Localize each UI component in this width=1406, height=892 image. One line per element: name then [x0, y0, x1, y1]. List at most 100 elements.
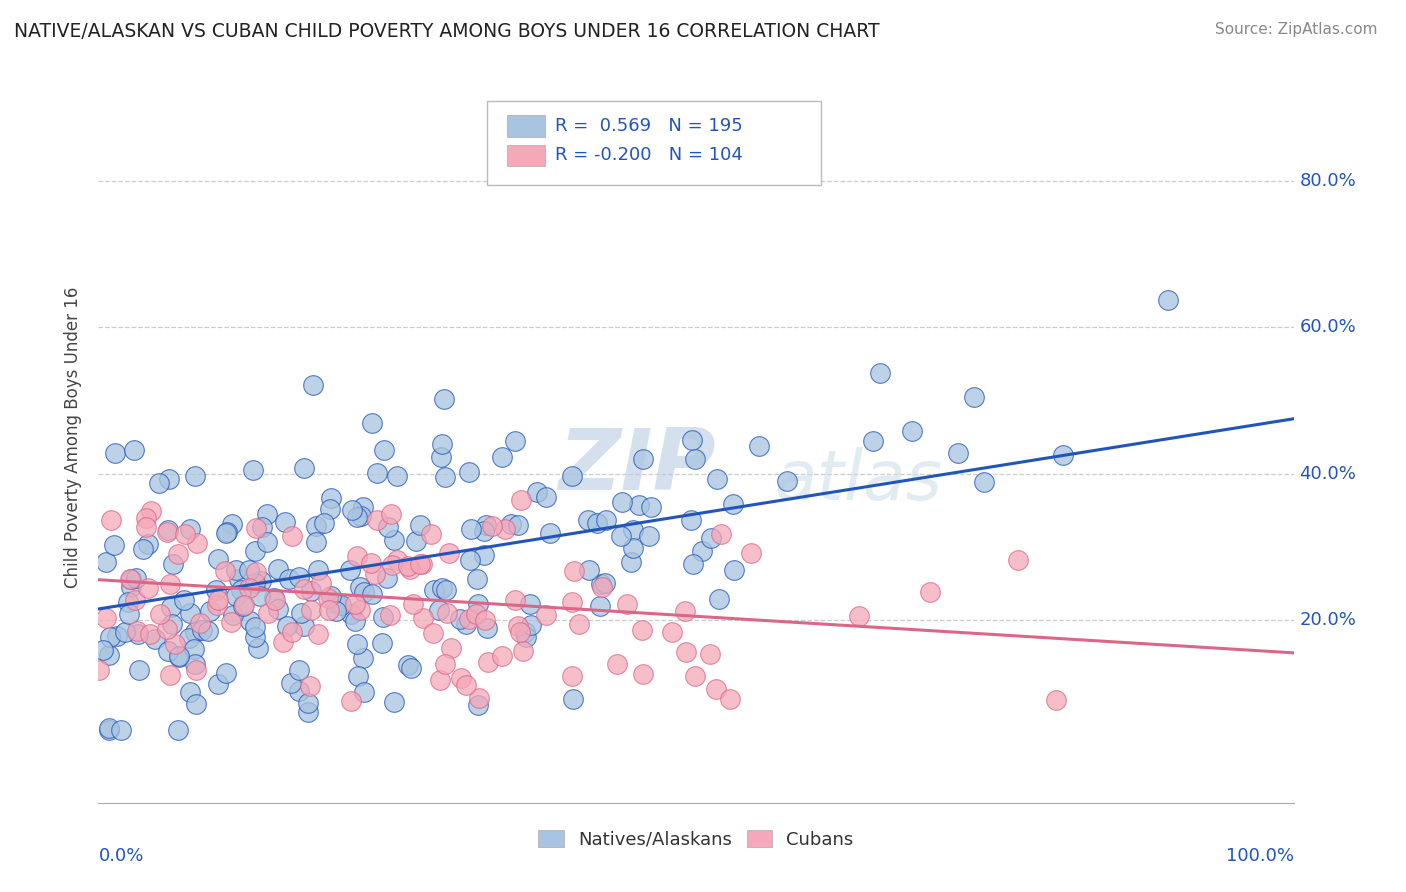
Point	[250, 574, 273, 588]
Text: 40.0%: 40.0%	[1299, 465, 1357, 483]
Point	[454, 678, 477, 692]
Point	[243, 544, 266, 558]
Point	[382, 533, 405, 548]
Point	[427, 603, 450, 617]
Point	[98, 648, 121, 663]
Point	[519, 598, 541, 612]
Point	[114, 625, 136, 640]
Point	[179, 607, 201, 621]
Point	[318, 602, 340, 616]
Point	[576, 513, 599, 527]
Point	[633, 451, 655, 466]
Point	[343, 614, 366, 628]
Point	[401, 597, 423, 611]
Point	[103, 538, 125, 552]
Point	[184, 663, 207, 677]
Point	[98, 721, 121, 735]
Point	[474, 613, 496, 627]
Point	[215, 524, 238, 539]
Point	[264, 593, 287, 607]
Point	[366, 466, 388, 480]
Point	[509, 624, 531, 639]
Point	[188, 616, 211, 631]
Point	[704, 681, 727, 696]
Point	[472, 524, 495, 538]
Point	[263, 591, 285, 605]
Point	[423, 582, 446, 597]
Point	[562, 564, 585, 578]
Point	[132, 542, 155, 557]
Point	[124, 443, 146, 458]
Point	[699, 532, 721, 546]
Point	[292, 582, 315, 596]
Point	[396, 559, 419, 574]
Point	[256, 508, 278, 522]
Point	[233, 598, 256, 612]
Point	[869, 367, 891, 381]
Point	[520, 618, 543, 632]
Point	[105, 629, 128, 643]
Text: 20.0%: 20.0%	[1299, 611, 1357, 629]
Point	[710, 527, 733, 541]
Point	[472, 549, 495, 563]
Text: 80.0%: 80.0%	[1299, 172, 1357, 190]
Point	[184, 697, 207, 711]
Point	[380, 507, 402, 521]
Point	[349, 580, 371, 594]
Point	[197, 624, 219, 639]
Point	[228, 572, 250, 586]
Point	[221, 516, 243, 531]
Point	[156, 622, 179, 636]
Point	[271, 635, 294, 649]
Point	[526, 484, 548, 499]
Point	[430, 450, 453, 465]
Point	[100, 513, 122, 527]
Point	[381, 558, 404, 573]
Point	[366, 513, 388, 527]
Point	[433, 392, 456, 406]
Point	[589, 576, 612, 591]
Point	[593, 575, 616, 590]
Point	[305, 519, 328, 533]
Point	[156, 523, 179, 537]
Point	[515, 630, 537, 644]
Point	[292, 461, 315, 475]
Point	[740, 545, 762, 559]
Point	[378, 607, 401, 622]
Point	[243, 631, 266, 645]
Point	[946, 446, 969, 460]
Point	[353, 684, 375, 698]
Point	[475, 518, 498, 533]
Point	[136, 582, 159, 596]
Point	[98, 630, 121, 644]
Point	[434, 582, 457, 597]
Point	[349, 602, 371, 616]
Point	[437, 546, 460, 560]
Point	[1052, 448, 1074, 462]
Point	[98, 723, 121, 737]
Point	[561, 669, 583, 683]
Point	[963, 390, 986, 404]
Point	[501, 516, 523, 531]
Point	[465, 572, 488, 586]
Point	[675, 645, 697, 659]
Point	[973, 475, 995, 489]
Point	[595, 513, 617, 527]
Point	[505, 592, 527, 607]
Point	[387, 469, 409, 483]
Point	[245, 565, 267, 579]
Point	[179, 631, 201, 645]
Point	[156, 644, 179, 658]
Point	[347, 668, 370, 682]
Point	[215, 666, 238, 681]
Point	[128, 664, 150, 678]
Point	[166, 723, 188, 737]
Point	[682, 557, 704, 571]
Point	[225, 590, 247, 604]
Point	[274, 515, 297, 529]
Point	[436, 606, 458, 620]
Point	[191, 623, 214, 637]
Point	[450, 672, 472, 686]
Point	[1045, 693, 1067, 707]
Point	[409, 558, 432, 572]
